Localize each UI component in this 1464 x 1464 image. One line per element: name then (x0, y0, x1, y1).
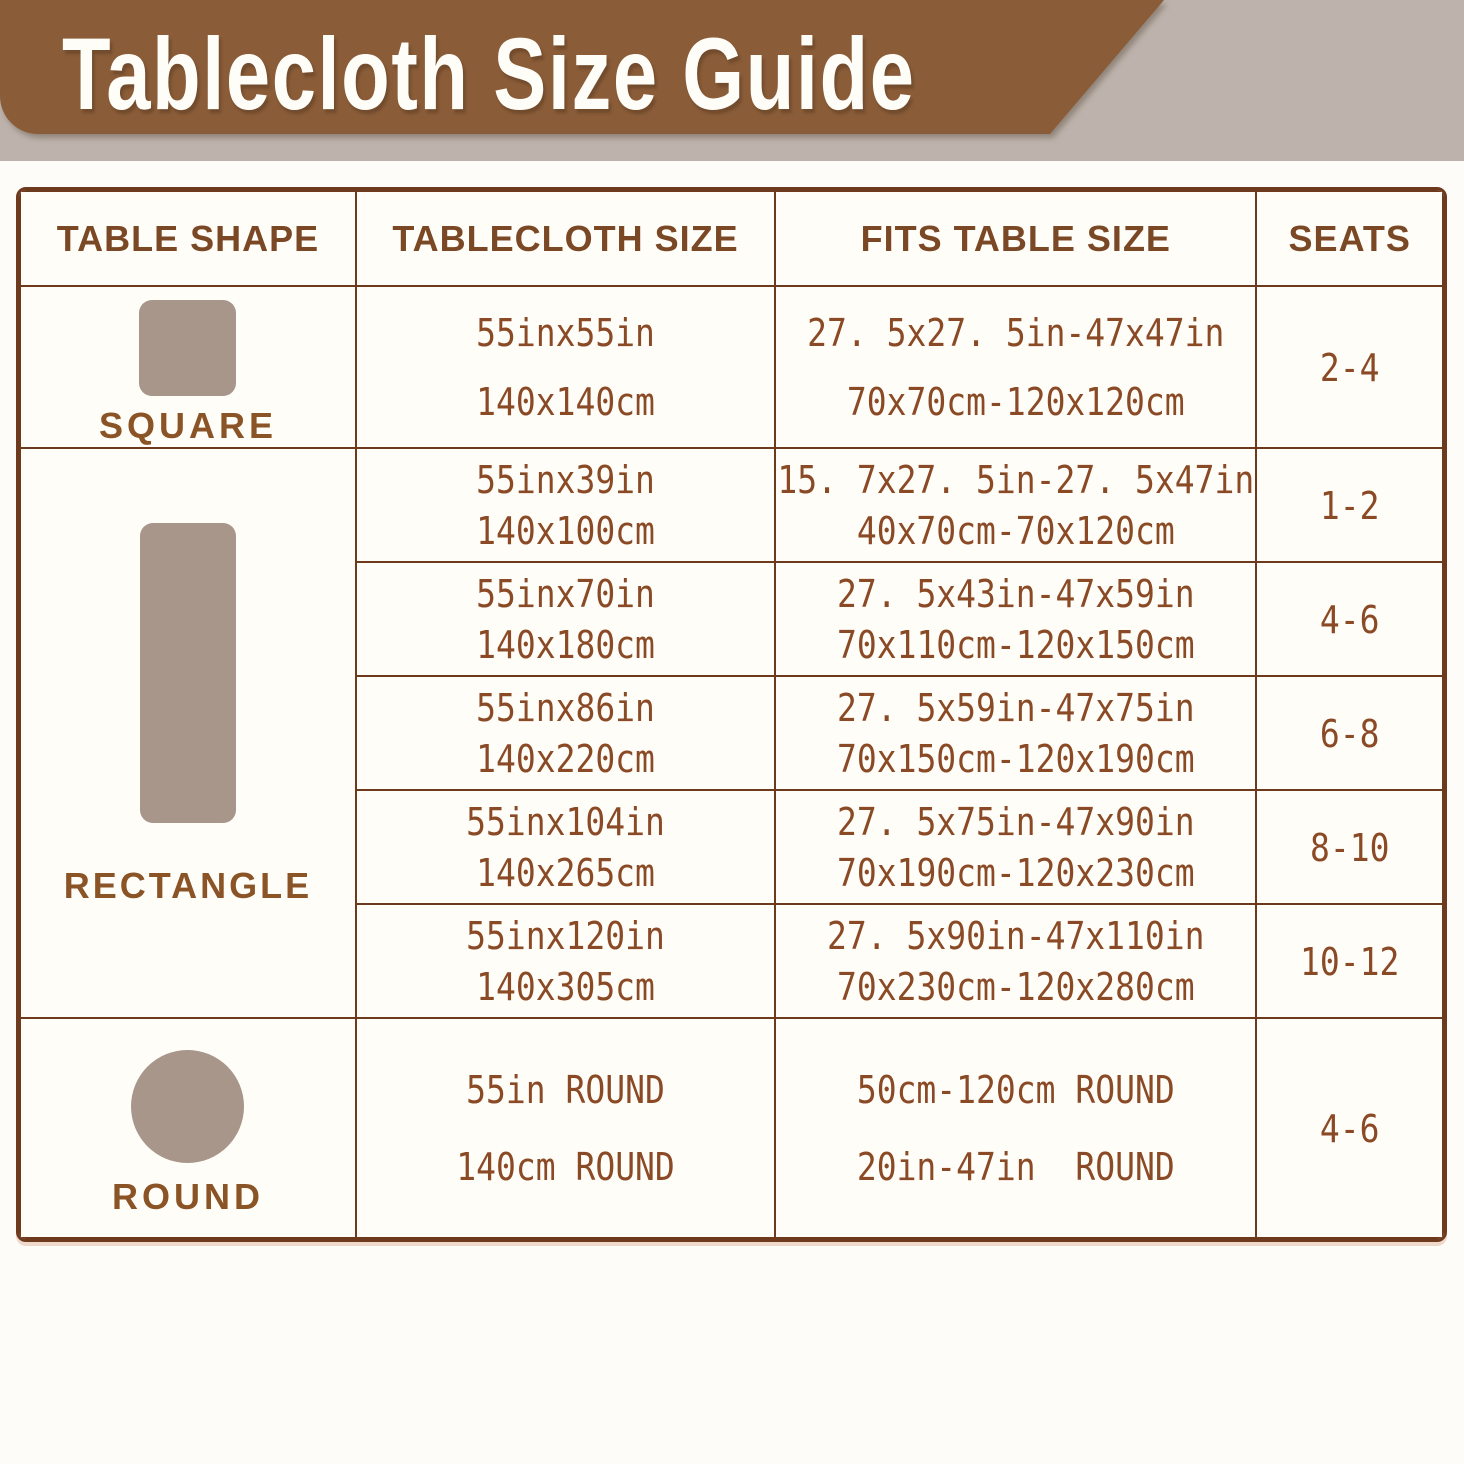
table-row-round: ROUND 55in ROUND 140cm ROUND 50cm-120cm … (19, 1017, 1444, 1239)
table-row-rectangle: RECTANGLE 55inx39in 140x100cm 15. 7x27. … (19, 447, 1444, 1019)
seats-cell: 1-2 (1255, 447, 1444, 563)
seats-cell: 8-10 (1255, 789, 1444, 905)
page-title: Tablecloth Size Guide (62, 17, 916, 131)
column-header-seats: SEATS (1255, 190, 1444, 287)
seats-cell: 10-12 (1255, 903, 1444, 1019)
cloth-size-cell: 55inx39in 140x100cm (354, 447, 777, 563)
header-row: TABLE SHAPE TABLECLOTH SIZE FITS TABLE S… (19, 190, 1444, 287)
table-row-rectangle: 55inx86in 140x220cm 27. 5x59in-47x75in 7… (20, 675, 1444, 791)
cloth-size-cell: 55inx120in 140x305cm (354, 903, 777, 1019)
fits-size-cell: 27. 5x27. 5in-47x47in 70x70cm-120x120cm (774, 285, 1258, 449)
banner-brown-shape: Tablecloth Size Guide (0, 0, 1164, 134)
size-guide-table: TABLE SHAPE TABLECLOTH SIZE FITS TABLE S… (19, 190, 1444, 1239)
cloth-size-cell: 55inx86in 140x220cm (354, 675, 777, 791)
header-banner: Tablecloth Size Guide (0, 0, 1464, 161)
fits-size-cell: 27. 5x59in-47x75in 70x150cm-120x190cm (774, 675, 1258, 791)
shape-cell-rectangle: RECTANGLE (19, 447, 357, 1019)
column-header-table-shape: TABLE SHAPE (19, 190, 357, 287)
shape-cell-round: ROUND (19, 1017, 357, 1239)
circle-icon (131, 1050, 245, 1163)
table-row-rectangle: 55inx120in 140x305cm 27. 5x90in-47x110in… (20, 903, 1444, 1019)
table-row-rectangle: 55inx70in 140x180cm 27. 5x43in-47x59in 7… (20, 561, 1444, 677)
seats-cell: 4-6 (1255, 1017, 1444, 1239)
column-header-tablecloth-size: TABLECLOTH SIZE (354, 190, 777, 287)
rectangle-icon (139, 522, 236, 823)
seats-cell: 2-4 (1255, 285, 1444, 449)
column-header-fits-table-size: FITS TABLE SIZE (774, 190, 1258, 287)
cloth-size-cell: 55inx55in 140x140cm (354, 285, 777, 449)
shape-label: ROUND (111, 1176, 264, 1217)
shape-cell-square: SQUARE (19, 285, 357, 449)
table-row-rectangle: 55inx104in 140x265cm 27. 5x75in-47x90in … (20, 789, 1444, 905)
fits-size-cell: 27. 5x43in-47x59in 70x110cm-120x150cm (774, 561, 1258, 677)
size-guide-table-container: TABLE SHAPE TABLECLOTH SIZE FITS TABLE S… (16, 187, 1447, 1242)
cloth-size-cell: 55inx104in 140x265cm (354, 789, 777, 905)
fits-size-cell: 27. 5x75in-47x90in 70x190cm-120x230cm (774, 789, 1258, 905)
fits-size-cell: 50cm-120cm ROUND 20in-47in ROUND (774, 1017, 1258, 1239)
fits-size-cell: 27. 5x90in-47x110in 70x230cm-120x280cm (774, 903, 1258, 1019)
cloth-size-cell: 55in ROUND 140cm ROUND (354, 1017, 777, 1239)
fits-size-cell: 15. 7x27. 5in-27. 5x47in 40x70cm-70x120c… (774, 447, 1258, 563)
square-icon (139, 300, 237, 396)
seats-cell: 6-8 (1255, 675, 1444, 791)
cloth-size-cell: 55inx70in 140x180cm (354, 561, 777, 677)
shape-label: RECTANGLE (63, 864, 313, 906)
seats-cell: 4-6 (1255, 561, 1444, 677)
table-row-square: SQUARE 55inx55in 140x140cm 27. 5x27. 5in… (19, 285, 1444, 449)
shape-label: SQUARE (98, 405, 277, 446)
